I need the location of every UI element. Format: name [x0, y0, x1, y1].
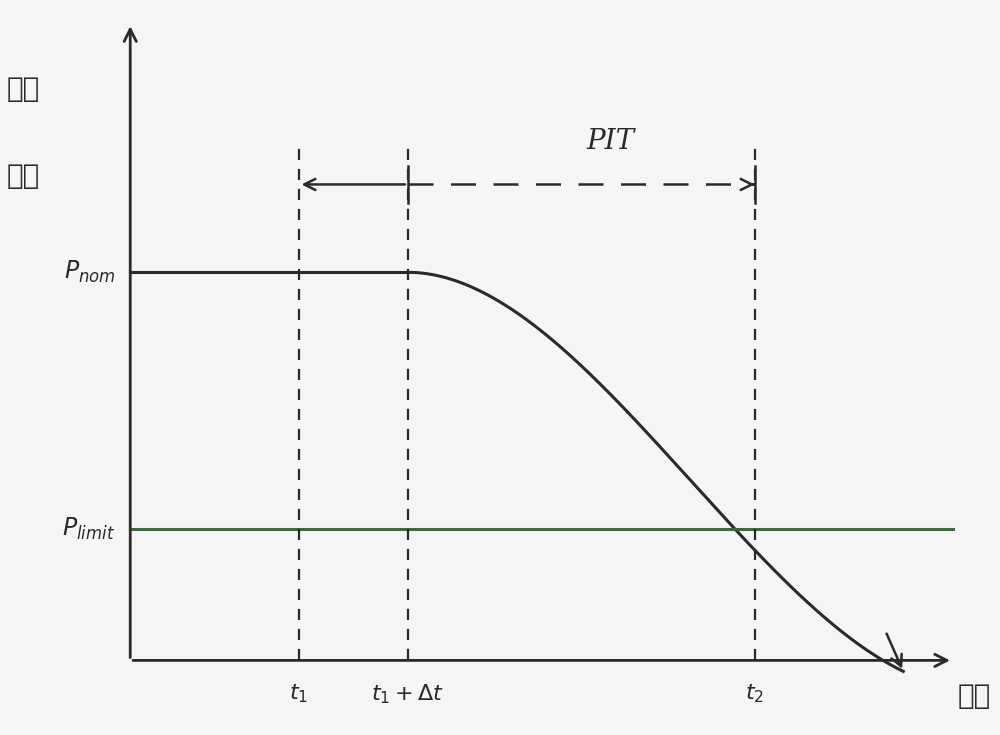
- Text: 时间: 时间: [958, 682, 991, 710]
- Text: $P_{limit}$: $P_{limit}$: [62, 515, 115, 542]
- Text: $t_2$: $t_2$: [745, 682, 764, 705]
- Text: PIT: PIT: [587, 128, 635, 155]
- Text: 参数: 参数: [6, 162, 40, 190]
- Text: $P_{nom}$: $P_{nom}$: [64, 259, 115, 285]
- Text: 物理: 物理: [6, 75, 40, 103]
- Text: $t_1+\Delta t$: $t_1+\Delta t$: [371, 682, 444, 706]
- Text: $t_1$: $t_1$: [289, 682, 308, 705]
